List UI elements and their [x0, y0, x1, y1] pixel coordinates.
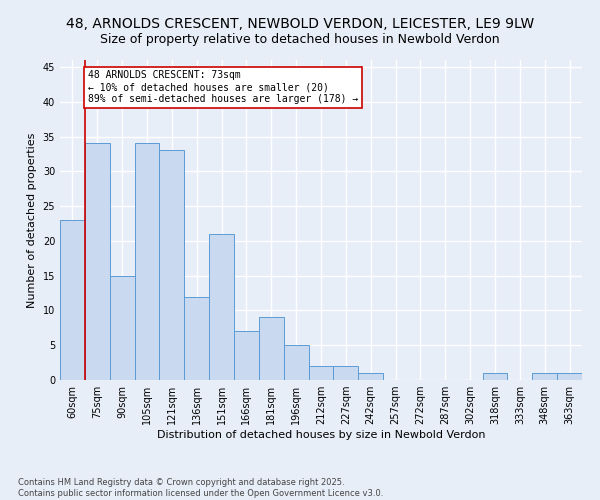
Bar [85, 144, 110, 380]
Text: Contains HM Land Registry data © Crown copyright and database right 2025.
Contai: Contains HM Land Registry data © Crown c… [18, 478, 383, 498]
Bar [234, 332, 259, 380]
Text: Size of property relative to detached houses in Newbold Verdon: Size of property relative to detached ho… [100, 32, 500, 46]
Bar [60, 220, 85, 380]
Bar [358, 373, 383, 380]
Bar [532, 373, 557, 380]
Bar [259, 318, 284, 380]
Bar [209, 234, 234, 380]
Bar [308, 366, 334, 380]
Bar [160, 150, 184, 380]
Bar [334, 366, 358, 380]
Bar [482, 373, 508, 380]
X-axis label: Distribution of detached houses by size in Newbold Verdon: Distribution of detached houses by size … [157, 430, 485, 440]
Bar [110, 276, 134, 380]
Bar [284, 345, 308, 380]
Bar [557, 373, 582, 380]
Bar [184, 296, 209, 380]
Text: 48 ARNOLDS CRESCENT: 73sqm
← 10% of detached houses are smaller (20)
89% of semi: 48 ARNOLDS CRESCENT: 73sqm ← 10% of deta… [88, 70, 358, 104]
Y-axis label: Number of detached properties: Number of detached properties [27, 132, 37, 308]
Text: 48, ARNOLDS CRESCENT, NEWBOLD VERDON, LEICESTER, LE9 9LW: 48, ARNOLDS CRESCENT, NEWBOLD VERDON, LE… [66, 18, 534, 32]
Bar [134, 144, 160, 380]
